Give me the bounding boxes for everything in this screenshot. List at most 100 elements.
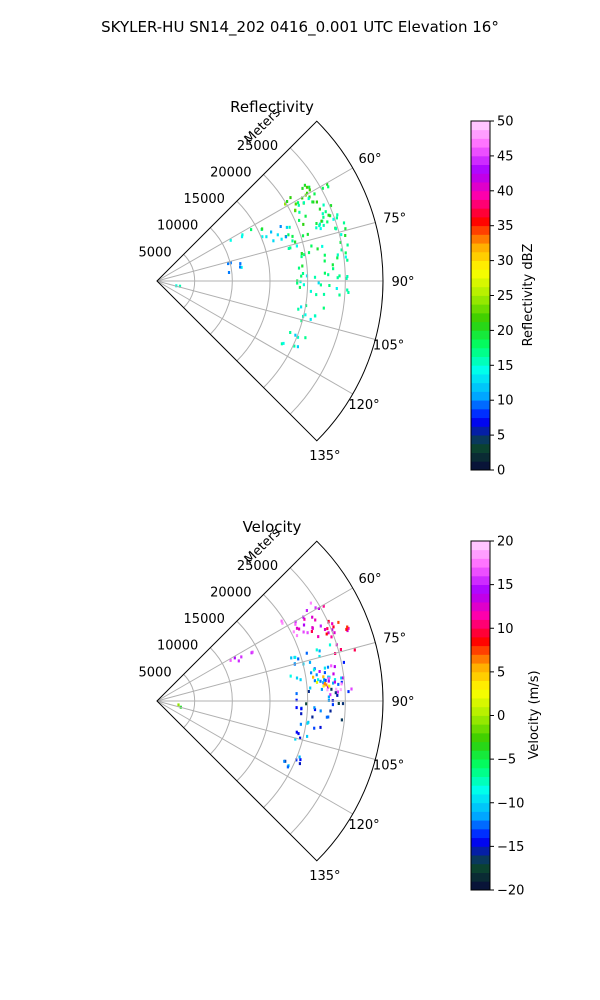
- azimuth-spoke: [156, 222, 376, 282]
- echo-cell: [294, 208, 297, 212]
- colorbar-segment: [471, 619, 490, 629]
- colorbar-segment: [471, 820, 490, 830]
- colorbar-segment: [471, 199, 490, 209]
- echo-cell: [304, 313, 307, 317]
- echo-cell: [328, 284, 331, 287]
- echo-cell: [336, 256, 339, 260]
- echo-cell: [293, 344, 296, 348]
- echo-cell: [297, 266, 301, 270]
- echo-cell: [299, 736, 302, 740]
- colorbar-segment: [471, 767, 490, 777]
- colorbar-tick-label: −15: [497, 840, 524, 855]
- echo-cell: [340, 676, 343, 680]
- colorbar-segment: [471, 216, 490, 227]
- echo-cell: [178, 284, 182, 288]
- azimuth-tick-label: 90°: [391, 275, 414, 290]
- colorbar-segment: [471, 698, 490, 708]
- echo-cell: [294, 622, 297, 626]
- range-tick-label: 10000: [157, 639, 198, 654]
- colorbar-segment: [471, 776, 490, 786]
- colorbar-segment: [471, 374, 490, 384]
- colorbar-segment: [471, 347, 490, 357]
- echo-cell: [319, 725, 322, 729]
- echo-cell: [303, 253, 306, 257]
- echo-cell: [305, 702, 308, 706]
- colorbar-segment: [471, 461, 490, 471]
- echo-cell: [331, 703, 334, 707]
- echo-cell: [303, 617, 306, 621]
- echo-cell: [346, 625, 349, 629]
- echo-cell: [336, 213, 339, 217]
- echo-cell: [305, 185, 309, 189]
- echo-cell: [322, 223, 325, 227]
- colorbar-segment: [471, 549, 490, 559]
- colorbar-segment: [471, 881, 490, 891]
- echo-cell: [297, 732, 300, 736]
- echo-cell: [287, 233, 290, 237]
- colorbar-segment: [471, 602, 490, 612]
- echo-cell: [344, 255, 347, 259]
- echo-cell: [320, 687, 323, 691]
- echo-cell: [319, 227, 322, 231]
- colorbar-segment: [471, 138, 490, 148]
- echo-cell: [289, 674, 292, 678]
- echo-cell: [344, 227, 347, 231]
- colorbar-tick-label: 10: [497, 394, 514, 409]
- echo-cell: [280, 619, 283, 623]
- echo-cell: [241, 233, 244, 237]
- echo-cell: [303, 183, 306, 187]
- colorbar-segment: [471, 759, 490, 769]
- echo-cell: [305, 274, 309, 278]
- echo-cell: [265, 235, 268, 239]
- echo-cell: [295, 676, 299, 680]
- colorbar-segment: [471, 391, 490, 401]
- azimuth-spoke: [156, 700, 353, 815]
- echo-cell: [286, 765, 289, 769]
- echo-cell: [229, 238, 232, 242]
- echo-cell: [323, 259, 326, 263]
- colorbar-segment: [471, 828, 490, 839]
- echo-cell: [336, 276, 339, 280]
- echo-cell: [298, 285, 301, 289]
- echo-cell: [298, 210, 301, 214]
- echo-cell: [300, 707, 303, 711]
- echo-cell: [327, 679, 330, 683]
- echo-cell: [177, 703, 180, 707]
- echo-cell: [336, 253, 339, 257]
- echo-cell: [239, 262, 242, 266]
- echo-cell: [305, 651, 308, 655]
- echo-cell: [332, 672, 335, 676]
- echo-cell: [318, 649, 321, 653]
- reflectivity-polar-plot: 60° 75° 90° 105° 120° 135° 5000 10000 15000 20000…: [139, 105, 415, 464]
- colorbar-segment: [471, 846, 490, 856]
- colorbar-segment: [471, 628, 490, 638]
- colorbar-segment: [471, 400, 490, 410]
- echo-cell: [331, 263, 334, 267]
- echo-cell: [327, 273, 330, 277]
- reflectivity-grid: [156, 147, 383, 415]
- echo-cell: [314, 618, 317, 622]
- colorbar-segment: [471, 663, 490, 673]
- colorbar-tick-label: 0: [497, 709, 505, 724]
- echo-cell: [288, 225, 291, 229]
- echo-cell: [322, 215, 325, 219]
- echo-cell: [302, 222, 305, 226]
- colorbar-segment: [471, 610, 490, 620]
- echo-cell: [333, 678, 337, 682]
- echo-cell: [304, 336, 307, 340]
- azimuth-spoke: [156, 280, 376, 340]
- echo-cell: [310, 244, 313, 248]
- echo-cell: [299, 722, 302, 726]
- echo-cell: [341, 702, 345, 706]
- echo-cell: [294, 620, 297, 624]
- echo-cell: [333, 631, 336, 635]
- echo-cell: [286, 200, 289, 203]
- echo-cell: [295, 244, 298, 248]
- echo-cell: [309, 686, 312, 690]
- echo-cell: [329, 214, 332, 218]
- echo-cell: [294, 737, 297, 741]
- colorbar-segment: [471, 558, 490, 568]
- echo-cell: [294, 202, 297, 206]
- sector-outline: [156, 120, 384, 442]
